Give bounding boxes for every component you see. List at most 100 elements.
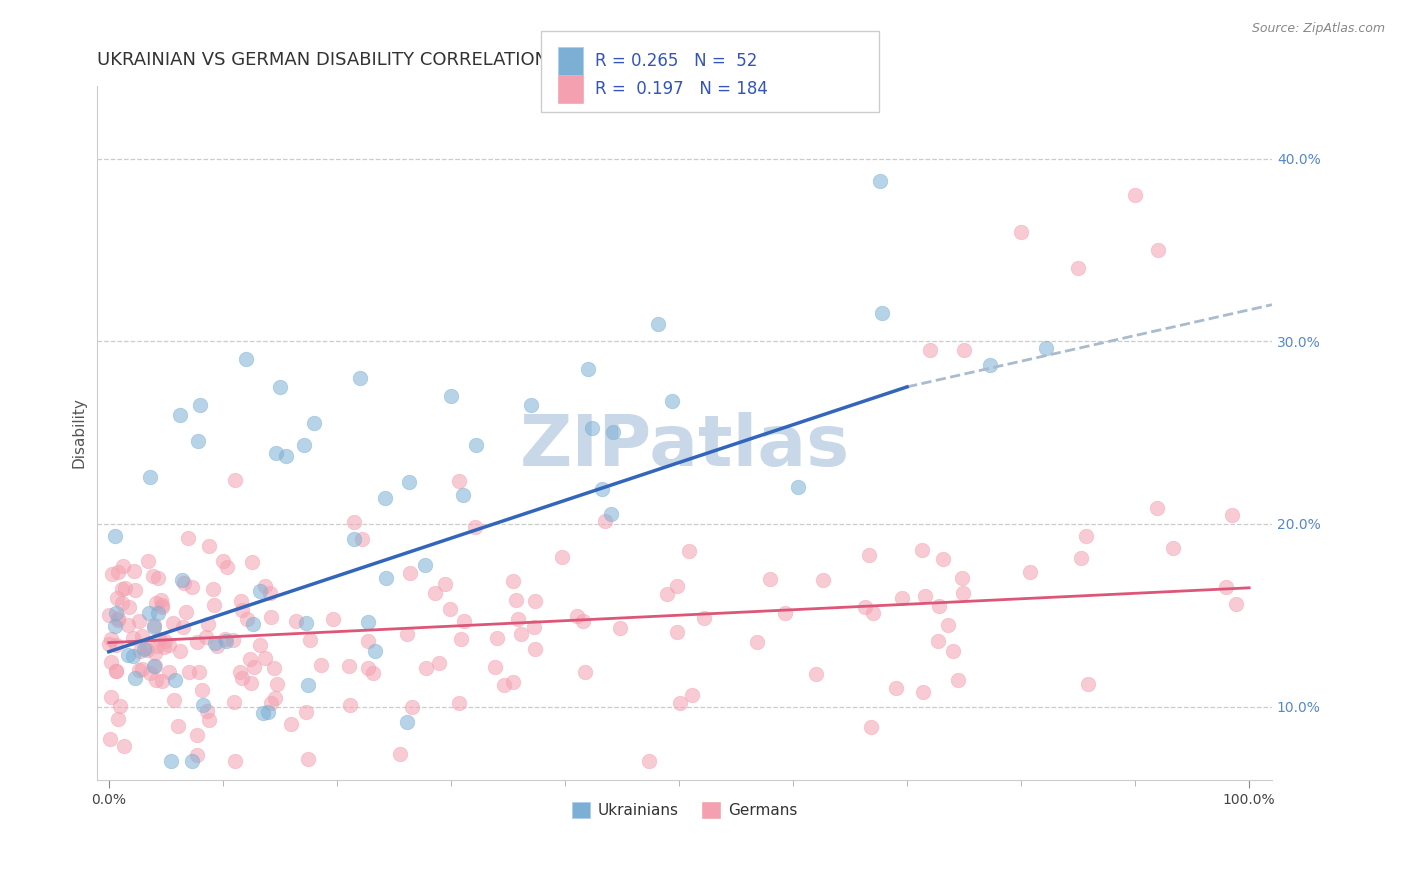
Point [853, 600, 876, 615]
Point [357, 634, 380, 648]
Point [869, 174, 891, 188]
Point [179, 665, 201, 679]
Point [1070, 551, 1092, 566]
Point [135, 643, 157, 657]
Point [591, 482, 613, 496]
Point [212, 554, 235, 568]
Point [519, 398, 541, 412]
Point [322, 612, 344, 626]
Point [352, 533, 374, 547]
Point [249, 584, 271, 599]
Point [681, 688, 703, 702]
Point [263, 661, 285, 675]
Text: ZIPatlas: ZIPatlas [520, 412, 849, 481]
Point [107, 614, 129, 628]
Point [932, 552, 955, 566]
Point [451, 488, 474, 502]
Point [198, 539, 221, 553]
Point [155, 633, 177, 648]
Point [979, 358, 1001, 372]
Point [249, 638, 271, 652]
Point [138, 606, 160, 620]
Point [952, 586, 974, 600]
Point [111, 558, 134, 573]
Point [423, 585, 446, 599]
Point [342, 515, 364, 529]
Point [229, 665, 252, 680]
Point [395, 626, 418, 640]
Point [98, 732, 121, 747]
Point [572, 614, 595, 628]
Point [953, 343, 976, 358]
Point [415, 661, 437, 675]
Point [104, 529, 127, 543]
Point [117, 617, 139, 632]
Point [692, 611, 714, 625]
Point [180, 755, 202, 769]
Point [912, 685, 935, 699]
Point [576, 362, 599, 376]
Point [162, 615, 184, 630]
Point [918, 343, 941, 358]
Point [602, 425, 624, 440]
Point [297, 752, 319, 766]
Point [146, 606, 169, 620]
Point [1076, 529, 1098, 543]
Point [311, 657, 333, 672]
Point [1010, 225, 1032, 239]
Point [239, 652, 262, 666]
Point [186, 747, 208, 762]
Point [124, 671, 146, 685]
Point [257, 705, 280, 719]
Point [139, 469, 162, 483]
Point [1018, 565, 1040, 579]
Point [104, 606, 127, 620]
Point [450, 632, 472, 646]
Point [661, 393, 683, 408]
Point [1035, 341, 1057, 355]
Point [143, 659, 166, 673]
Point [666, 625, 689, 640]
Point [375, 571, 398, 585]
Point [295, 705, 318, 719]
Point [143, 646, 166, 660]
Point [266, 677, 288, 691]
Point [464, 520, 486, 534]
Point [110, 582, 132, 596]
Point [215, 634, 238, 648]
Point [148, 632, 170, 647]
Point [339, 698, 361, 712]
Text: R =  0.197   N = 184: R = 0.197 N = 184 [595, 80, 768, 98]
Point [253, 651, 276, 665]
Point [343, 532, 366, 546]
Point [101, 567, 124, 582]
Point [181, 581, 204, 595]
Point [215, 559, 238, 574]
Point [105, 664, 128, 678]
Point [401, 700, 423, 714]
Point [132, 642, 155, 657]
Point [942, 643, 965, 657]
Point [169, 644, 191, 658]
Point [600, 507, 623, 521]
Point [485, 632, 508, 646]
Point [1123, 188, 1146, 202]
Point [205, 639, 228, 653]
Point [936, 618, 959, 632]
Point [678, 543, 700, 558]
Point [105, 591, 128, 605]
Point [177, 531, 200, 545]
Point [186, 728, 208, 742]
Point [510, 627, 533, 641]
Point [214, 632, 236, 646]
Point [266, 446, 288, 460]
Point [285, 614, 308, 628]
Point [927, 634, 949, 648]
Point [259, 609, 281, 624]
Point [107, 566, 129, 580]
Point [118, 600, 141, 615]
Point [1067, 261, 1090, 276]
Point [581, 421, 603, 435]
Point [163, 673, 186, 687]
Point [259, 586, 281, 600]
